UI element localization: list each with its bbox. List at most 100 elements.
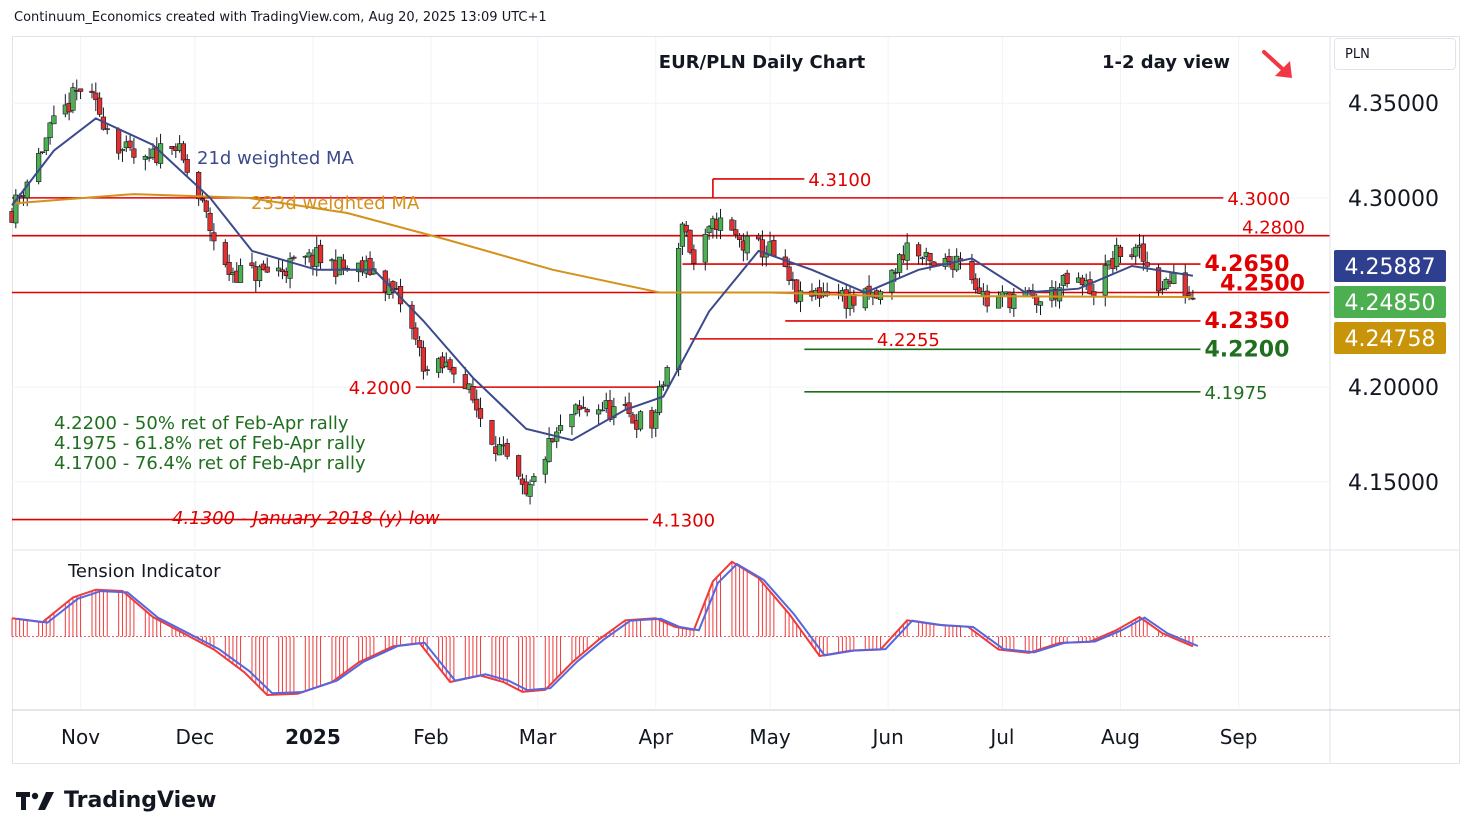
candle-up: [919, 257, 926, 260]
candle-down: [1186, 293, 1192, 296]
candle-down: [89, 90, 95, 93]
x-tick-label: Dec: [175, 725, 214, 749]
level-label: 4.2350: [1204, 309, 1289, 334]
candle-down: [584, 409, 590, 413]
candle-up: [70, 87, 76, 111]
candle-up: [904, 242, 910, 261]
candle-down: [759, 239, 766, 258]
candle-down: [946, 256, 952, 262]
candle-down: [340, 259, 347, 269]
candle-down: [203, 200, 209, 212]
candle-down: [756, 235, 762, 240]
price-tag-label: 4.24850: [1345, 291, 1436, 316]
candle-down: [969, 260, 975, 281]
candle-up: [706, 226, 712, 234]
candle-down: [630, 414, 636, 424]
chart-text: EUR/PLN Daily Chart 1-2 day view 21d weigh…: [54, 52, 1230, 529]
candle-down: [249, 262, 255, 267]
candle-up: [1037, 301, 1044, 306]
level-label: 4.1300: [652, 511, 715, 532]
candle-down: [97, 97, 103, 115]
x-tick-label: Nov: [61, 725, 100, 749]
candle-up: [596, 409, 602, 415]
x-tick-label: Mar: [519, 725, 558, 749]
candle-down: [317, 244, 324, 264]
candle-down: [736, 235, 743, 240]
candle-down: [211, 232, 217, 242]
x-tick-label: Jul: [988, 725, 1014, 749]
candle-down: [222, 242, 228, 265]
candle-down: [927, 252, 933, 262]
tradingview-logo-icon: [16, 791, 54, 810]
candle-up: [146, 157, 152, 159]
tradingview-logo[interactable]: TradingView: [16, 788, 216, 813]
retracement-note: 4.2200 - 50% ret of Feb-Apr rally: [54, 413, 349, 434]
legend-ma233: 233d weighted MA: [251, 193, 420, 214]
candle-up: [527, 484, 533, 497]
candle-down: [580, 407, 586, 409]
candle-up: [47, 122, 53, 139]
main-grid: [12, 37, 1330, 708]
y-tick-label: 4.15000: [1348, 471, 1439, 496]
candle-up: [637, 411, 644, 430]
level-label: 4.1975: [1204, 383, 1267, 404]
candle-up: [329, 259, 335, 262]
candle-up: [119, 149, 126, 152]
tradingview-wordmark: TradingView: [64, 788, 217, 813]
candle-down: [462, 374, 468, 390]
candle-up: [51, 115, 57, 125]
low-note: 4.1300 - January 2018 (y) low: [172, 508, 440, 529]
level-label: 4.2800: [1242, 218, 1305, 239]
level-label: 4.2255: [877, 330, 940, 351]
candle-down: [127, 140, 133, 148]
x-tick-label: Sep: [1220, 725, 1258, 749]
candle-down: [1155, 267, 1162, 292]
level-label: 4.2500: [1220, 272, 1305, 297]
candle-down: [1064, 272, 1070, 285]
candle-up: [496, 444, 503, 456]
candle-up: [43, 137, 49, 151]
candle-up: [306, 252, 312, 258]
candle-up: [1102, 265, 1108, 296]
level-label: 4.3100: [808, 170, 871, 191]
candle-down: [474, 398, 480, 411]
candle-down: [226, 261, 232, 275]
chart-title: EUR/PLN Daily Chart: [659, 52, 866, 73]
retracement-note: 4.1700 - 76.4% ret of Feb-Apr rally: [54, 453, 366, 474]
candle-up: [1133, 246, 1139, 257]
candle-down: [39, 151, 46, 153]
y-tick-label: 4.35000: [1348, 92, 1439, 117]
candle-down: [409, 304, 415, 329]
candle-down: [184, 159, 190, 173]
candle-down: [733, 229, 739, 235]
candle-down: [1091, 291, 1097, 297]
tension-indicator-pane: Tension Indicator: [11, 560, 1330, 697]
candle-up: [276, 267, 282, 272]
candle-up: [717, 217, 724, 231]
candle-up: [942, 258, 948, 267]
candle-down: [1117, 246, 1124, 257]
candle-up: [569, 413, 575, 428]
candle-up: [653, 411, 659, 429]
candle-down: [729, 219, 735, 231]
y-tick-label: 4.30000: [1348, 187, 1439, 212]
candle-up: [611, 406, 617, 418]
candle-down: [683, 224, 689, 233]
candle-up: [862, 288, 868, 309]
candle-up: [954, 255, 960, 271]
candle-up: [995, 296, 1002, 309]
price-scale-unit[interactable]: PLN: [1334, 38, 1456, 70]
candle-down: [984, 290, 990, 307]
candle-down: [207, 212, 213, 232]
candle-up: [660, 384, 666, 387]
candle-down: [504, 442, 510, 457]
candle-down: [93, 92, 99, 101]
x-tick-label: Feb: [413, 725, 448, 749]
x-tick-label: 2025: [285, 725, 341, 749]
legend-ma21: 21d weighted MA: [197, 148, 354, 169]
candle-down: [367, 257, 373, 275]
candle-up: [13, 194, 19, 224]
candle-down: [420, 347, 426, 372]
